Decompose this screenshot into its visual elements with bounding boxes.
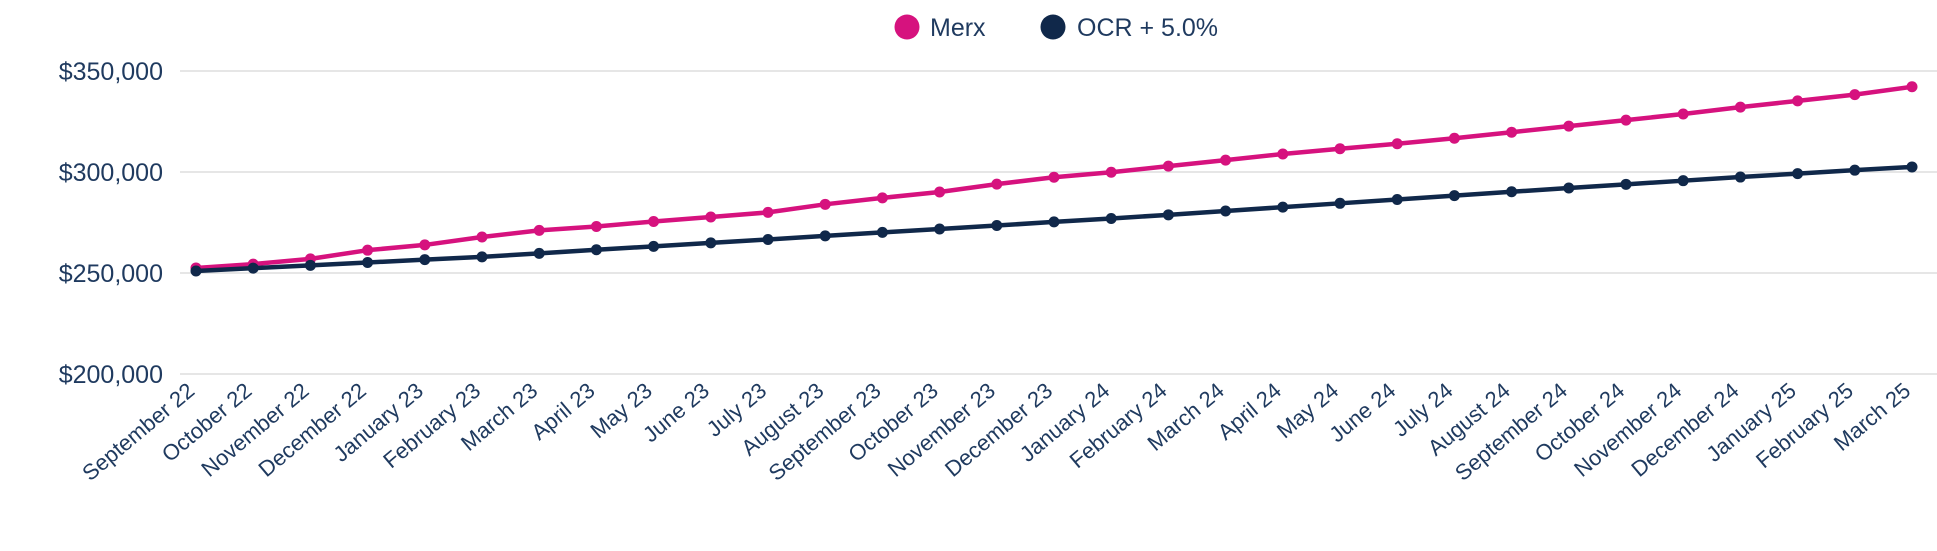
x-tick-label: April 24: [1213, 378, 1286, 445]
legend-label: OCR + 5.0%: [1077, 14, 1218, 42]
data-point: [876, 226, 888, 238]
data-point: [1734, 171, 1746, 183]
data-point: [705, 237, 717, 249]
legend: Merx OCR + 5.0%: [894, 14, 1219, 42]
y-tick-label: $300,000: [59, 159, 163, 187]
data-point: [991, 178, 1003, 190]
data-point: [1391, 193, 1403, 205]
data-point: [304, 259, 316, 271]
data-point: [419, 254, 431, 266]
data-point: [533, 247, 545, 259]
y-tick-label: $250,000: [59, 260, 163, 288]
legend-label: Merx: [930, 14, 986, 42]
data-point: [648, 215, 660, 227]
legend-item[interactable]: Merx: [894, 14, 987, 42]
data-point: [1563, 182, 1575, 194]
x-tick-label: April 23: [526, 378, 599, 445]
data-point: [533, 224, 545, 236]
legend-item[interactable]: OCR + 5.0%: [1040, 14, 1219, 42]
data-point: [1792, 95, 1804, 107]
data-point: [1734, 101, 1746, 113]
data-point: [648, 240, 660, 252]
data-point: [590, 244, 602, 256]
data-point: [362, 256, 374, 268]
data-point: [1620, 178, 1632, 190]
data-point: [190, 265, 202, 277]
data-point: [1277, 148, 1289, 160]
y-tick-label: $200,000: [59, 361, 163, 389]
legend-marker: [1040, 14, 1066, 40]
series-layer: [190, 81, 1918, 277]
data-point: [705, 211, 717, 223]
data-point: [1391, 138, 1403, 150]
data-point: [991, 220, 1003, 232]
data-point: [1105, 166, 1117, 178]
data-point: [1334, 197, 1346, 209]
data-point: [1277, 201, 1289, 213]
data-point: [1792, 168, 1804, 180]
y-tick-label: $350,000: [59, 58, 163, 86]
data-point: [934, 186, 946, 198]
data-point: [1048, 171, 1060, 183]
data-point: [819, 198, 831, 210]
data-point: [1506, 186, 1518, 198]
data-point: [1563, 120, 1575, 132]
data-point: [1906, 161, 1918, 173]
y-axis: $200,000 $250,000 $300,000 $350,000: [59, 58, 163, 389]
data-point: [1048, 216, 1060, 228]
data-point: [1448, 132, 1460, 144]
data-point: [1849, 164, 1861, 176]
legend-marker: [894, 14, 920, 40]
data-point: [876, 192, 888, 204]
data-point: [1162, 209, 1174, 221]
data-point: [1105, 212, 1117, 224]
data-point: [362, 244, 374, 256]
data-point: [1849, 89, 1861, 101]
data-point: [762, 206, 774, 218]
data-point: [1677, 108, 1689, 120]
series-merx: [190, 81, 1918, 274]
data-point: [1162, 160, 1174, 172]
data-point: [1448, 190, 1460, 202]
data-point: [590, 221, 602, 233]
data-point: [1677, 175, 1689, 187]
data-point: [934, 223, 946, 235]
data-point: [476, 231, 488, 243]
data-point: [247, 262, 259, 274]
data-point: [419, 239, 431, 251]
data-point: [819, 230, 831, 242]
data-point: [476, 251, 488, 263]
gridlines: [180, 70, 1937, 375]
data-point: [1220, 154, 1232, 166]
data-point: [1334, 143, 1346, 155]
data-point: [1906, 81, 1918, 93]
series-ocr-plus-5: [190, 161, 1918, 277]
data-point: [762, 233, 774, 245]
data-point: [1506, 126, 1518, 138]
data-point: [1220, 205, 1232, 217]
data-point: [1620, 114, 1632, 126]
